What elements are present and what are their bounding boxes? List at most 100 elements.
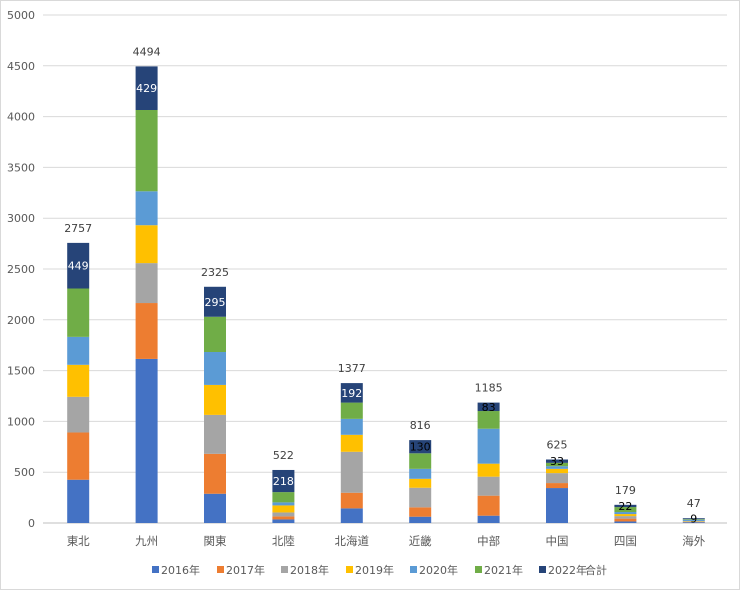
bar-stack — [682, 518, 705, 523]
bars — [67, 66, 705, 523]
bar-stack — [135, 66, 158, 523]
y-axis: 0 500 1000 1500 2000 2500 3000 3500 4000 4500 5000 — [7, 9, 35, 530]
legend-swatch — [217, 566, 224, 573]
category-label: 関東 — [204, 534, 227, 548]
category-label: 九州 — [135, 534, 158, 548]
bar-segment — [409, 487, 432, 508]
total-label: 179 — [615, 484, 636, 497]
legend-label: 2022年 — [548, 563, 587, 577]
y-tick-label: 4500 — [7, 60, 35, 73]
bar-segment — [614, 518, 637, 522]
category-label: 中国 — [546, 534, 569, 548]
bar-segment — [409, 478, 432, 488]
legend-label: 2019年 — [355, 563, 394, 577]
total-label: 1377 — [338, 362, 366, 375]
bar-segment — [204, 414, 226, 454]
y-tick-label: 500 — [14, 466, 35, 479]
legend-label: 2021年 — [484, 563, 523, 577]
bar-stack — [614, 504, 637, 523]
bar-segment — [682, 519, 705, 521]
bar-segment — [67, 364, 90, 397]
y-tick-label: 3000 — [7, 212, 35, 225]
total-label: 2325 — [201, 266, 229, 279]
bar-segment — [546, 488, 568, 523]
bar-segment — [67, 479, 90, 523]
bar-segment — [67, 288, 90, 337]
bar-segment — [204, 352, 226, 385]
bar-segment — [340, 451, 363, 493]
legend-swatch — [410, 566, 417, 573]
bar-stack — [67, 242, 90, 523]
category-label: 東北 — [67, 534, 90, 548]
bar-segment — [67, 336, 90, 365]
bar-segment — [340, 492, 363, 509]
total-label: 1185 — [475, 382, 503, 395]
bar-segment — [135, 225, 158, 264]
bar-segment — [682, 519, 705, 520]
bar-segment — [409, 507, 432, 517]
category-label: 北海道 — [335, 534, 370, 548]
bar-segment — [135, 109, 158, 192]
legend-swatch — [152, 566, 159, 573]
total-label: 47 — [687, 497, 701, 510]
y-tick-label: 1000 — [7, 415, 35, 428]
bar-stack — [272, 469, 295, 523]
bar-segment — [204, 384, 226, 415]
y-tick-label: 2000 — [7, 314, 35, 327]
bar-stack — [340, 383, 363, 523]
y-tick-label: 4000 — [7, 111, 35, 124]
legend-swatch — [346, 566, 353, 573]
segment-label: 295 — [205, 296, 226, 309]
bar-segment — [272, 492, 295, 503]
legend-item: 合計 — [585, 563, 607, 577]
bar-segment — [272, 519, 295, 523]
category-label: 北陸 — [272, 534, 295, 548]
bar-segment — [614, 504, 637, 508]
bar-segment — [340, 418, 363, 435]
segment-label: 449 — [68, 260, 89, 273]
bar-segment — [614, 512, 637, 515]
bar-stack — [546, 459, 568, 523]
category-label: 四国 — [614, 534, 637, 548]
y-tick-label: 0 — [28, 517, 35, 530]
legend-label: 合計 — [585, 563, 607, 577]
bar-segment — [135, 66, 158, 110]
legend-label: 2017年 — [226, 563, 265, 577]
bar-segment — [204, 493, 226, 523]
total-label: 2757 — [64, 222, 92, 235]
bar-segment — [340, 402, 363, 419]
segment-label: 218 — [273, 475, 294, 488]
bar-segment — [409, 468, 432, 479]
y-tick-label: 2500 — [7, 263, 35, 276]
category-label: 中部 — [477, 534, 500, 548]
bar-segment — [477, 476, 500, 496]
bar-segment — [67, 396, 90, 433]
legend-swatch — [475, 566, 482, 573]
bar-segment — [477, 463, 500, 477]
bar-segment — [204, 453, 226, 494]
legend-item: 2019年 — [346, 563, 394, 577]
category-label: 海外 — [682, 534, 705, 548]
bar-segment — [135, 263, 158, 304]
x-axis: 東北 九州 関東 北陸 北海道 近畿 中部 中国 四国 海外 — [67, 534, 706, 548]
legend-item: 2020年 — [410, 563, 458, 577]
legend-label: 2018年 — [290, 563, 329, 577]
segment-label: 83 — [482, 401, 496, 414]
bar-segment — [614, 514, 637, 517]
bar-segment — [340, 383, 363, 403]
legend-item: 2022年 — [539, 563, 587, 577]
bar-segment — [477, 428, 500, 464]
bar-segment — [546, 483, 568, 489]
bar-segment — [409, 516, 432, 523]
bar-segment — [546, 466, 568, 469]
bar-segment — [614, 516, 637, 519]
segment-label: 130 — [410, 441, 431, 454]
bar-segment — [135, 191, 158, 226]
segment-label: 22 — [618, 500, 632, 513]
bar-segment — [546, 462, 568, 467]
legend-swatch — [539, 566, 546, 573]
bar-segment — [477, 411, 500, 429]
segment-label: 429 — [136, 82, 157, 95]
bar-segment — [272, 502, 295, 506]
